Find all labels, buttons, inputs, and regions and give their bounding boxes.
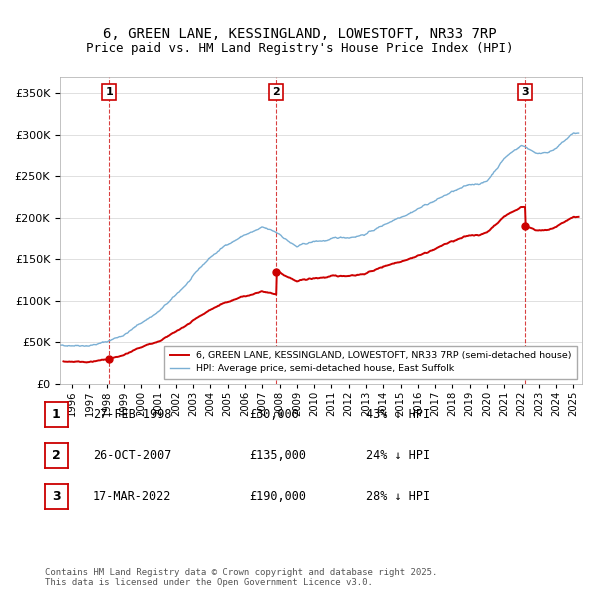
Text: 2: 2 xyxy=(272,87,280,97)
Text: £30,000: £30,000 xyxy=(249,408,299,421)
Text: Contains HM Land Registry data © Crown copyright and database right 2025.
This d: Contains HM Land Registry data © Crown c… xyxy=(45,568,437,587)
Text: 1: 1 xyxy=(106,87,113,97)
Text: £190,000: £190,000 xyxy=(249,490,306,503)
Text: 2: 2 xyxy=(52,449,61,462)
Text: 26-OCT-2007: 26-OCT-2007 xyxy=(93,449,172,462)
Text: 3: 3 xyxy=(52,490,61,503)
Text: 28% ↓ HPI: 28% ↓ HPI xyxy=(366,490,430,503)
Text: 1: 1 xyxy=(52,408,61,421)
Text: 17-MAR-2022: 17-MAR-2022 xyxy=(93,490,172,503)
Legend: 6, GREEN LANE, KESSINGLAND, LOWESTOFT, NR33 7RP (semi-detached house), HPI: Aver: 6, GREEN LANE, KESSINGLAND, LOWESTOFT, N… xyxy=(164,346,577,379)
Text: Price paid vs. HM Land Registry's House Price Index (HPI): Price paid vs. HM Land Registry's House … xyxy=(86,42,514,55)
Text: 43% ↓ HPI: 43% ↓ HPI xyxy=(366,408,430,421)
Text: 6, GREEN LANE, KESSINGLAND, LOWESTOFT, NR33 7RP: 6, GREEN LANE, KESSINGLAND, LOWESTOFT, N… xyxy=(103,27,497,41)
Text: £135,000: £135,000 xyxy=(249,449,306,462)
Text: 3: 3 xyxy=(521,87,529,97)
Text: 24% ↓ HPI: 24% ↓ HPI xyxy=(366,449,430,462)
Text: 27-FEB-1998: 27-FEB-1998 xyxy=(93,408,172,421)
